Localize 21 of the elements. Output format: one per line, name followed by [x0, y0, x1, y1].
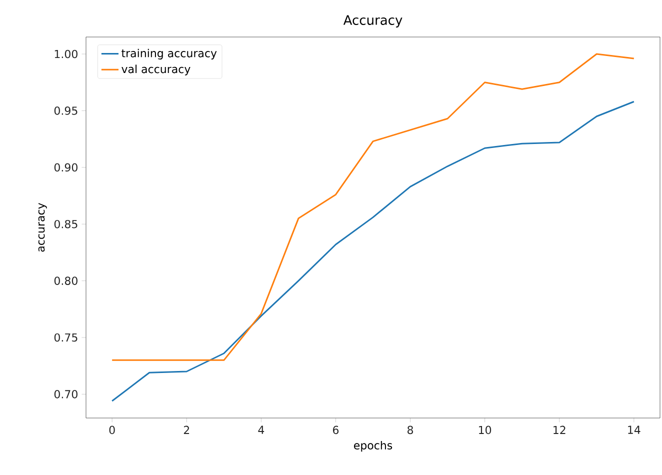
chart-title: Accuracy	[343, 15, 402, 28]
x-tick-label: 2	[184, 426, 190, 434]
y-tick-label: 0.90	[54, 163, 78, 172]
x-tick-label: 0	[109, 426, 115, 434]
y-axis-title: accuracy	[38, 203, 47, 252]
x-axis-title: epochs	[354, 440, 392, 452]
y-tick-label: 0.95	[54, 106, 78, 115]
x-tick-label: 14	[628, 426, 640, 434]
x-tick-label: 10	[479, 426, 492, 434]
legend-label: val accuracy	[122, 64, 190, 76]
y-tick-label: 0.70	[54, 390, 78, 398]
y-tick-label: 0.75	[54, 333, 78, 342]
line-series	[111, 100, 635, 402]
x-tick-label: 8	[408, 426, 414, 434]
legend-label: training accuracy	[122, 48, 217, 60]
y-tick-label: 1.00	[54, 50, 78, 58]
y-tick-label: 0.85	[54, 220, 78, 228]
x-tick-label: 12	[554, 426, 566, 434]
x-tick-label: 4	[258, 426, 264, 434]
y-tick-label: 0.80	[54, 276, 78, 285]
x-tick-label: 6	[332, 426, 339, 434]
